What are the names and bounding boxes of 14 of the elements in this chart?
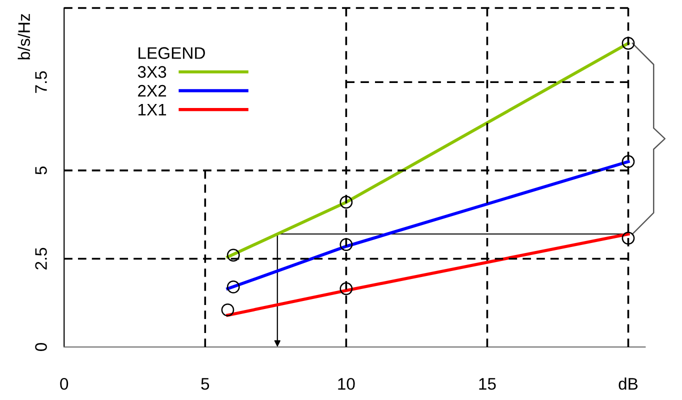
x-tick-label: 0: [60, 378, 68, 390]
x-tick-label: 10: [338, 378, 355, 390]
x-tick-label: dB: [618, 378, 638, 390]
y-tick-label: 0: [35, 343, 47, 351]
y-tick-label: 2.5: [35, 248, 47, 270]
y-axis-title: b/s/Hz: [18, 14, 30, 60]
legend-label: 3X3: [138, 66, 166, 78]
y-tick-label: 7.5: [35, 71, 47, 93]
y-tick-label: 5: [35, 166, 47, 174]
x-tick-label: 15: [479, 378, 496, 390]
legend-title: LEGEND: [138, 47, 205, 59]
legend-label: 2X2: [138, 84, 166, 97]
legend-label: 1X1: [138, 104, 166, 116]
x-tick-label: 5: [201, 378, 210, 390]
